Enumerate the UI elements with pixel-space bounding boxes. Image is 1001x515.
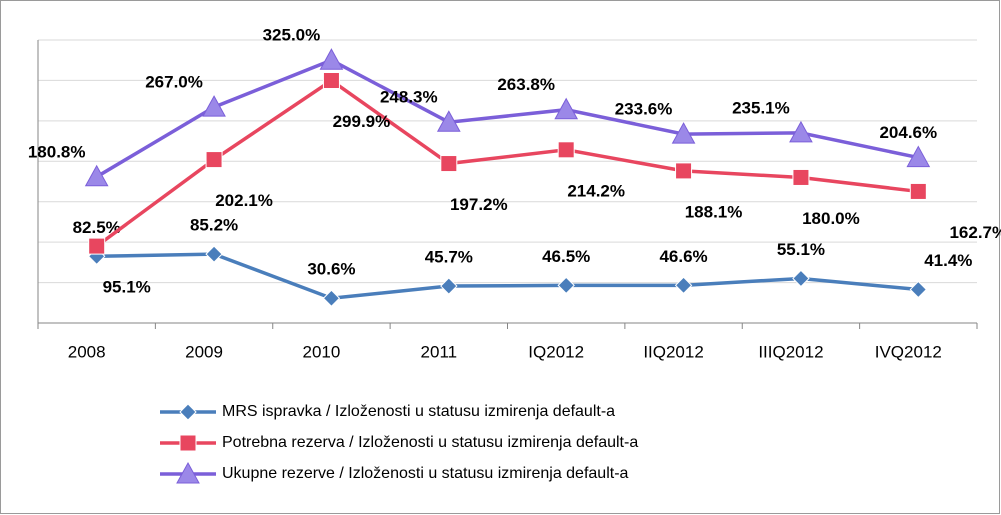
point-marker	[909, 182, 927, 200]
point-marker	[792, 269, 810, 288]
series-line	[96, 252, 919, 301]
legend-marker	[176, 461, 200, 484]
point-marker	[322, 72, 340, 90]
x-tick-label: IIIQ2012	[758, 342, 823, 361]
legend-label: MRS ispravka / Izloženosti u statusu izm…	[222, 403, 615, 420]
point-marker	[557, 276, 575, 295]
point-marker	[554, 97, 579, 120]
data-label: 46.6%	[659, 247, 707, 266]
legend-label: Ukupne rezerve / Izloženosti u statusu i…	[222, 465, 629, 482]
series-line	[95, 78, 919, 248]
x-tick-label: 2011	[421, 342, 458, 361]
data-label: 180.0%	[802, 209, 860, 228]
data-label: 55.1%	[777, 240, 825, 259]
point-marker	[88, 237, 106, 255]
legend-marker	[179, 403, 197, 421]
point-marker	[205, 151, 223, 169]
point-marker	[440, 155, 458, 173]
data-label: 202.1%	[215, 191, 273, 210]
point-marker	[205, 245, 223, 263]
data-label: 45.7%	[425, 248, 473, 267]
point-marker	[906, 145, 931, 168]
data-label: 197.2%	[450, 195, 508, 214]
data-label: 82.5%	[73, 218, 121, 237]
point-marker	[674, 276, 693, 295]
point-marker	[671, 122, 696, 144]
legend-marker	[179, 434, 197, 452]
data-label: 30.6%	[307, 260, 355, 279]
point-marker	[322, 289, 341, 307]
point-marker	[909, 280, 928, 299]
data-label: 299.9%	[333, 112, 391, 131]
point-marker	[557, 141, 575, 159]
data-label: 325.0%	[263, 26, 321, 45]
point-marker	[789, 120, 813, 143]
data-label: 204.6%	[879, 123, 937, 142]
data-label: 267.0%	[145, 73, 203, 92]
data-label: 162.7%	[949, 223, 1001, 242]
point-marker	[792, 168, 810, 186]
point-marker	[84, 164, 109, 187]
data-label: 41.4%	[924, 251, 972, 270]
data-label: 188.1%	[685, 202, 743, 221]
point-marker	[675, 162, 693, 180]
data-label: 263.8%	[497, 75, 555, 94]
x-tick-label: 2009	[185, 342, 223, 361]
data-label: 233.6%	[615, 100, 673, 119]
data-label: 248.3%	[380, 88, 438, 107]
x-tick-label: 2008	[68, 342, 106, 361]
data-label: 85.2%	[190, 216, 238, 235]
legend-label: Potrebna rezerva / Izloženosti u statusu…	[222, 434, 638, 451]
data-label: 214.2%	[567, 181, 625, 200]
data-label: 46.5%	[542, 247, 590, 266]
point-marker	[202, 95, 226, 117]
point-marker	[440, 277, 458, 295]
point-marker	[436, 110, 461, 132]
data-label: 95.1%	[103, 278, 151, 297]
point-marker	[319, 48, 344, 70]
data-label: 180.8%	[28, 142, 86, 161]
x-tick-label: IQ2012	[528, 342, 584, 361]
x-tick-label: 2010	[303, 342, 341, 361]
data-label: 235.1%	[732, 98, 790, 117]
x-tick-label: IVQ2012	[875, 342, 942, 361]
series-line	[95, 58, 919, 179]
x-tick-label: IIQ2012	[643, 342, 704, 361]
